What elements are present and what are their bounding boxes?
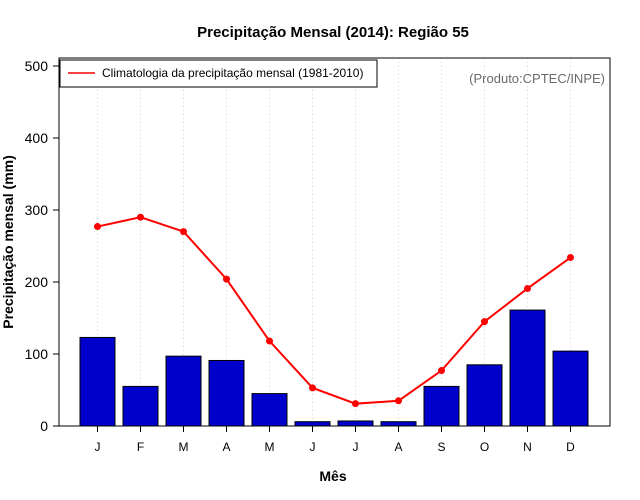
y-tick-label: 100	[25, 346, 49, 362]
climatology-point	[94, 223, 101, 231]
x-axis-label: Mês	[319, 468, 346, 484]
y-tick-label: 200	[25, 274, 49, 290]
bar	[423, 385, 460, 427]
climatology-point	[352, 400, 359, 408]
bar	[466, 364, 503, 427]
bar	[552, 350, 589, 427]
x-tick-label: S	[437, 440, 445, 454]
bar	[251, 393, 288, 427]
x-tick-label: N	[523, 440, 532, 454]
legend: Climatologia da precipitação mensal (198…	[59, 59, 378, 88]
bar	[165, 355, 202, 427]
bar	[79, 336, 116, 427]
climatology-point	[524, 284, 531, 292]
climatology-point	[481, 318, 488, 326]
climatology-point	[223, 275, 230, 283]
bar	[337, 420, 374, 427]
x-tick-label: J	[310, 440, 316, 454]
bar	[380, 421, 417, 427]
x-tick-label: O	[480, 440, 489, 454]
bar	[294, 421, 331, 427]
y-axis: 0 100 200 300 400 500	[25, 58, 59, 434]
x-tick-label: F	[137, 440, 144, 454]
bar-series	[79, 309, 589, 427]
climatology-series	[94, 213, 574, 408]
credit-annotation: (Produto:CPTEC/INPE)	[469, 71, 605, 86]
bar	[208, 359, 245, 427]
climatology-point	[438, 367, 445, 375]
bar	[509, 309, 546, 427]
chart-title: Precipitação Mensal (2014): Região 55	[197, 24, 469, 41]
y-axis-label: Precipitação mensal (mm)	[0, 155, 16, 329]
y-tick-label: 500	[25, 58, 49, 74]
climatology-point	[309, 384, 316, 392]
x-tick-label: D	[566, 440, 575, 454]
bar	[122, 385, 159, 427]
y-tick-label: 300	[25, 202, 49, 218]
plot-frame	[58, 57, 611, 427]
climatology-point	[567, 254, 574, 262]
y-tick-label: 400	[25, 130, 49, 146]
grid-lines	[97, 58, 571, 426]
climatology-point	[266, 337, 273, 345]
legend-box	[59, 59, 378, 88]
x-tick-label: M	[179, 440, 189, 454]
climatology-line	[97, 216, 572, 405]
climatology-point	[137, 213, 144, 221]
climatology-point	[395, 397, 402, 405]
x-tick-label: A	[222, 440, 230, 454]
y-tick-label: 0	[40, 418, 48, 434]
legend-label: Climatologia da precipitação mensal (198…	[102, 66, 363, 80]
x-tick-label: A	[394, 440, 402, 454]
climatology-point	[180, 228, 187, 236]
x-tick-label: M	[265, 440, 275, 454]
x-tick-label: J	[95, 440, 101, 454]
x-tick-label: J	[353, 440, 359, 454]
